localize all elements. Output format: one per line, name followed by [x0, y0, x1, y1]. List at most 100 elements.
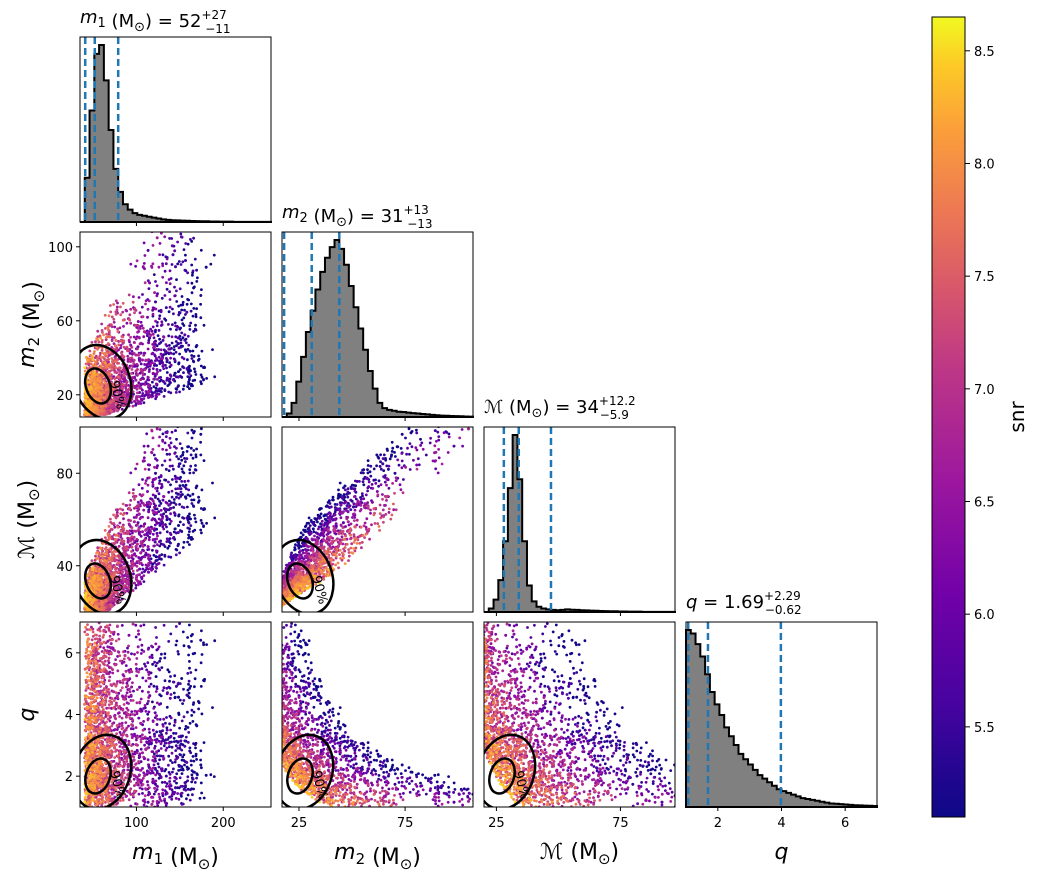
- scatter-point: [93, 370, 97, 374]
- scatter-point: [94, 556, 98, 560]
- scatter-point: [113, 596, 117, 600]
- scatter-point: [211, 481, 214, 485]
- scatter-point: [171, 307, 174, 311]
- scatter-point: [160, 232, 163, 235]
- scatter-point: [158, 504, 161, 507]
- scatter-point: [182, 371, 185, 374]
- scatter-point: [130, 376, 134, 379]
- scatter-point: [153, 374, 157, 378]
- scatter-point: [151, 332, 155, 336]
- scatter-point: [182, 516, 186, 520]
- scatter-point: [192, 498, 196, 502]
- scatter-point: [125, 529, 129, 533]
- scatter-point: [117, 534, 121, 538]
- scatter-point: [101, 561, 104, 565]
- scatter-point: [93, 387, 97, 390]
- scatter-point: [176, 325, 180, 329]
- scatter-point: [112, 575, 116, 579]
- scatter-point: [154, 307, 158, 311]
- scatter-point: [203, 366, 207, 369]
- scatter-point: [168, 269, 172, 273]
- scatter-point: [164, 306, 168, 309]
- contour-label-90: 90%: [106, 379, 128, 411]
- scatter-point: [143, 383, 147, 386]
- scatter-point: [153, 345, 156, 349]
- scatter-point: [90, 375, 94, 378]
- scatter-point: [138, 530, 142, 534]
- scatter-point: [91, 364, 95, 367]
- scatter-point: [87, 612, 90, 615]
- scatter-point: [193, 517, 197, 520]
- scatter-point: [168, 531, 172, 535]
- scatter-point: [185, 367, 189, 370]
- scatter-point: [117, 598, 121, 601]
- scatter-point: [161, 264, 165, 268]
- scatter-point: [86, 395, 89, 399]
- scatter-point: [180, 331, 184, 335]
- scatter-point: [101, 396, 105, 400]
- scatter-point: [158, 337, 162, 341]
- scatter-points-m1-m2: [83, 232, 217, 417]
- scatter-point: [197, 357, 201, 361]
- scatter-point: [138, 391, 141, 394]
- scatter-point: [104, 352, 107, 356]
- scatter-point: [181, 453, 185, 457]
- scatter-point: [168, 499, 171, 503]
- scatter-point: [125, 582, 129, 586]
- hist-panel-m1: m1 (M⊙) = 52+27 −11: [79, 7, 272, 226]
- scatter-point: [106, 532, 110, 536]
- scatter-point: [151, 532, 155, 536]
- scatter-point: [87, 612, 90, 615]
- scatter-point: [96, 356, 100, 360]
- scatter-point: [122, 403, 126, 406]
- scatter-point: [165, 431, 169, 435]
- scatter-point: [192, 471, 196, 475]
- scatter-point: [91, 355, 94, 358]
- scatter-point: [110, 367, 114, 370]
- scatter-point: [178, 529, 182, 532]
- scatter-point: [109, 603, 112, 606]
- scatter-point: [155, 489, 159, 493]
- scatter-point: [118, 400, 122, 404]
- scatter-point: [83, 410, 87, 414]
- scatter-point: [168, 464, 172, 468]
- scatter-point: [202, 378, 206, 381]
- scatter-point: [136, 372, 140, 376]
- scatter-point: [155, 558, 159, 562]
- scatter-point: [94, 391, 97, 395]
- scatter-point: [148, 281, 152, 285]
- scatter-point: [107, 370, 111, 374]
- scatter-point: [193, 378, 197, 382]
- scatter-point: [161, 432, 165, 436]
- scatter-point: [116, 570, 120, 574]
- scatter-point: [117, 361, 121, 365]
- scatter-point: [153, 291, 157, 294]
- scatter-point: [152, 385, 156, 388]
- scatter-point: [141, 478, 144, 481]
- scatter-point: [178, 484, 182, 488]
- scatter-point: [185, 516, 189, 520]
- scatter-point: [200, 288, 203, 291]
- scatter-point: [137, 381, 141, 385]
- scatter-point: [108, 365, 112, 369]
- scatter-point: [184, 242, 188, 245]
- scatter-point: [84, 591, 88, 595]
- scatter-point: [109, 323, 113, 326]
- scatter-point: [84, 593, 87, 597]
- scatter-point: [160, 387, 164, 390]
- scatter-point: [141, 493, 145, 497]
- scatter-point: [204, 265, 208, 269]
- scatter-point: [157, 392, 161, 396]
- scatter-point: [122, 383, 126, 387]
- scatter-point: [173, 512, 177, 516]
- scatter-point: [169, 541, 172, 545]
- scatter-point: [130, 372, 133, 375]
- scatter-point: [96, 602, 100, 606]
- scatter-point: [146, 249, 150, 252]
- scatter-point: [114, 310, 118, 314]
- y-tick-label: 60: [56, 315, 73, 330]
- scatter-point: [90, 341, 94, 344]
- scatter-point: [148, 368, 151, 371]
- scatter-point: [142, 397, 146, 400]
